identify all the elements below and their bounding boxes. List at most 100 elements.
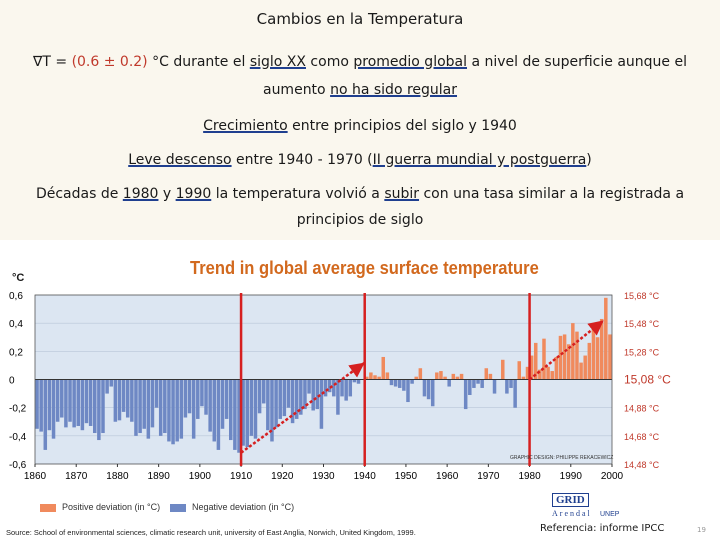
annotation-trend-arrow (240, 361, 366, 454)
legend-positive-label: Positive deviation (in °C) (62, 502, 161, 512)
x-tick-label: 1960 (436, 471, 459, 482)
bar (426, 379, 431, 400)
bar (385, 372, 390, 380)
bar (406, 379, 410, 403)
bar (229, 379, 233, 441)
y-axis-unit: °C (12, 272, 25, 284)
bar (418, 368, 423, 380)
bar (134, 379, 138, 436)
y-tick-label: 0,6 (9, 291, 23, 302)
bar (261, 379, 266, 404)
chart-title: Trend in global average surface temperat… (190, 258, 539, 278)
bar (327, 379, 332, 393)
bar (517, 361, 522, 380)
x-tick-label: 1950 (395, 471, 418, 482)
bar (533, 342, 538, 380)
bar (80, 379, 85, 431)
bar (332, 379, 336, 397)
bar (146, 379, 151, 439)
bar (204, 379, 208, 415)
delta-t-value: (0.6 ± 0.2) (71, 54, 148, 70)
right-axis-label: 14,88 °C (624, 404, 660, 414)
line3-text: entre principios del siglo y 1940 (287, 118, 517, 134)
delta-t-label: ∇T = (33, 54, 72, 70)
bar (249, 379, 254, 436)
bar (604, 297, 608, 380)
x-tick-label: 1910 (230, 471, 253, 482)
x-tick-label: 2000 (601, 471, 624, 482)
graphic-credit: GRAPHIC DESIGN: PHILIPPE REKACEWICZ (510, 455, 614, 461)
unep-logo: UNEP (600, 511, 620, 518)
bar (233, 379, 237, 450)
bar (336, 379, 340, 415)
bar (566, 344, 571, 380)
bar (109, 379, 113, 387)
right-axis-label: 15,28 °C (624, 347, 660, 357)
line4-text-end: ) (586, 152, 592, 168)
line4-text-mid: entre 1940 - 1970 ( (231, 152, 373, 168)
text-line-3: Crecimiento entre principios del siglo y… (20, 116, 700, 136)
x-tick-label: 1970 (477, 471, 500, 482)
line4-underline-guerra: II guerra mundial y postguerra (372, 152, 587, 168)
bar (216, 379, 221, 450)
bar (480, 379, 484, 388)
bar (463, 379, 468, 410)
bar (101, 379, 105, 434)
x-tick-label: 1880 (106, 471, 129, 482)
bar (286, 379, 291, 408)
bar (278, 379, 282, 419)
bar (373, 375, 377, 380)
bar (200, 379, 204, 407)
line5-text-c: la temperatura volvió a (211, 186, 385, 202)
bar (142, 379, 146, 429)
bar (303, 379, 307, 410)
bar (451, 373, 456, 380)
bar (579, 362, 583, 380)
y-tick-label: -0,6 (9, 460, 27, 471)
bar (117, 379, 122, 421)
bar (220, 379, 225, 429)
bar (68, 379, 72, 422)
bar (175, 379, 179, 442)
bar (241, 379, 245, 446)
bar (224, 379, 229, 419)
bar (558, 335, 563, 380)
bar (356, 379, 361, 384)
bar (191, 379, 196, 439)
text-line-6: principios de siglo (296, 212, 424, 228)
bar (525, 366, 530, 380)
legend-positive-swatch (40, 503, 56, 512)
slide-title: Cambios en la Temperatura (256, 10, 464, 28)
bar (459, 373, 464, 380)
bar (591, 323, 596, 380)
bar (389, 379, 394, 386)
bar (97, 379, 101, 441)
bar (352, 379, 357, 383)
bar (369, 372, 373, 380)
bar (550, 371, 554, 380)
legend-negative: Negative deviation (in °C) (170, 502, 294, 512)
bar (595, 337, 600, 380)
bar (587, 342, 592, 380)
bar (290, 379, 295, 424)
bar (253, 379, 258, 439)
bar (402, 379, 406, 391)
bar (158, 379, 163, 436)
bar (43, 379, 48, 450)
bar (344, 379, 348, 401)
bar (562, 334, 567, 380)
line2-text-a: aumento (262, 82, 331, 98)
bar (348, 379, 353, 397)
bar (270, 379, 274, 442)
annotation-trend-arrow (528, 319, 605, 381)
right-axis-label: 15,48 °C (624, 319, 660, 329)
bar (439, 371, 443, 380)
right-axis-label: 14,68 °C (624, 432, 660, 442)
bar (455, 376, 460, 380)
bar (163, 379, 167, 434)
bar (257, 379, 262, 414)
bar (84, 379, 89, 424)
line5-text-b: y (158, 186, 176, 202)
bar (393, 379, 398, 387)
